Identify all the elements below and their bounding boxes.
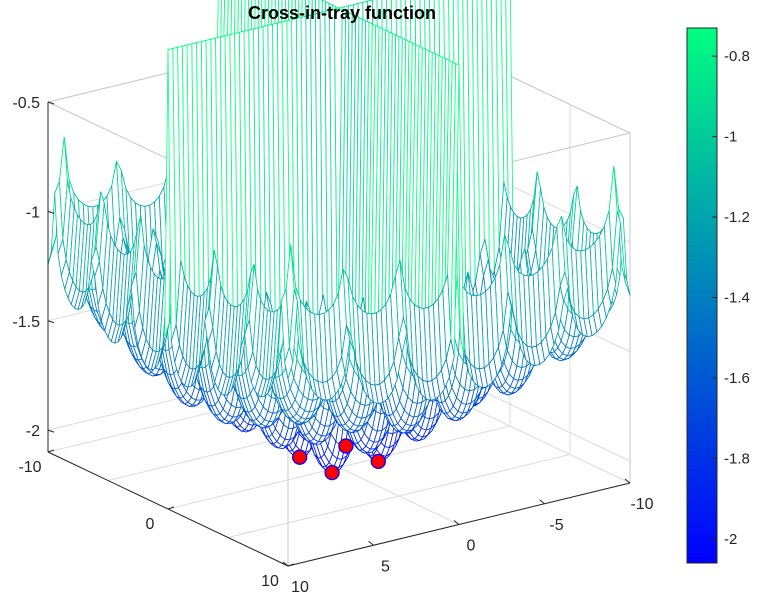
- surface-mesh: [47, 0, 631, 474]
